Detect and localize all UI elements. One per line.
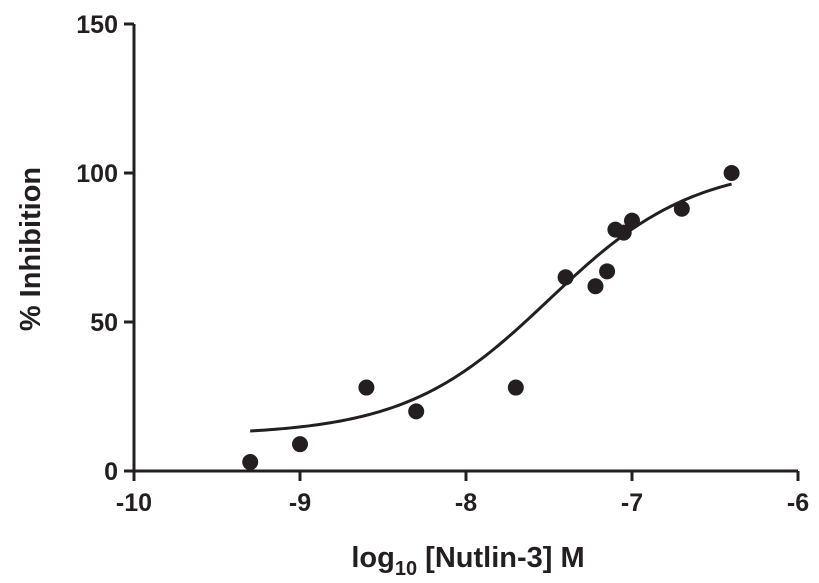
x-ticks: -10 -9 -8 -7 -6 [116,471,809,517]
x-tick-label: -8 [455,489,477,517]
x-tick-label: -7 [621,489,643,517]
data-point [723,165,740,181]
x-axis-title-prefix: log [351,542,395,574]
y-tick-label: 100 [76,160,118,188]
axes-layer [132,24,798,473]
x-tick-label: -9 [289,489,311,517]
y-axis-title: % Inhibition [15,167,47,331]
x-axis-title-suffix: [Nutlin-3] M [417,542,585,574]
fit-curve [250,182,732,433]
data-point [599,263,616,280]
data-point [587,278,604,295]
data-point [615,224,632,241]
x-tick-label: -10 [116,489,152,517]
data-point [242,454,259,471]
data-point [673,200,690,217]
data-point [507,379,524,396]
data-point [292,436,308,453]
data-point [624,212,640,229]
x-tick-label: -6 [787,489,809,517]
y-tick-label: 50 [90,309,118,337]
y-tick-label: 0 [104,458,118,486]
fit-curve-layer [250,182,732,433]
x-axis-title-subscript: 10 [395,558,417,578]
data-point [358,379,375,396]
data-point [408,403,425,420]
x-axis-title: log10 [Nutlin-3] M [351,542,584,578]
y-ticks: 0 50 100 150 [76,11,134,486]
data-points-layer [242,165,740,471]
data-point [557,269,574,286]
y-tick-label: 150 [76,11,118,39]
